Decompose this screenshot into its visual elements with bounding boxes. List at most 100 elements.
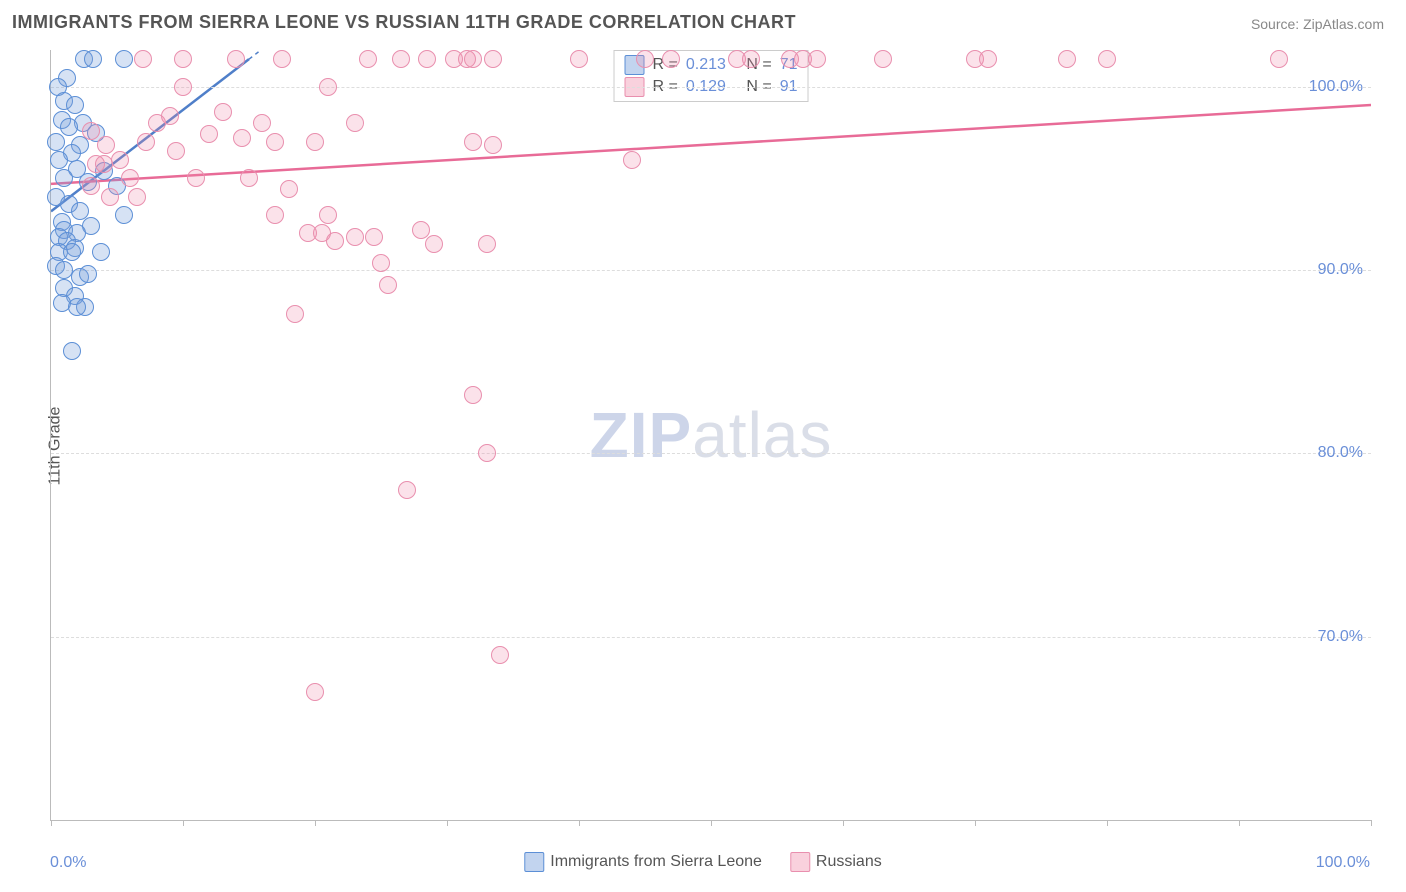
data-point: [464, 50, 482, 68]
data-point: [346, 114, 364, 132]
data-point: [253, 114, 271, 132]
data-point: [418, 50, 436, 68]
data-point: [478, 235, 496, 253]
data-point: [623, 151, 641, 169]
x-tick: [843, 820, 844, 826]
data-point: [47, 133, 65, 151]
data-point: [55, 169, 73, 187]
data-point: [128, 188, 146, 206]
legend-item: Russians: [790, 852, 882, 872]
data-point: [392, 50, 410, 68]
data-point: [412, 221, 430, 239]
x-tick: [975, 820, 976, 826]
data-point: [570, 50, 588, 68]
watermark: ZIPatlas: [590, 398, 833, 472]
data-point: [484, 50, 502, 68]
data-point: [111, 151, 129, 169]
data-point: [174, 50, 192, 68]
data-point: [115, 206, 133, 224]
data-point: [227, 50, 245, 68]
data-point: [60, 118, 78, 136]
data-point: [365, 228, 383, 246]
data-point: [346, 228, 364, 246]
data-point: [464, 133, 482, 151]
data-point: [273, 50, 291, 68]
x-tick: [447, 820, 448, 826]
data-point: [121, 169, 139, 187]
gridline: [51, 453, 1371, 454]
data-point: [280, 180, 298, 198]
data-point: [319, 78, 337, 96]
data-point: [84, 50, 102, 68]
gridline: [51, 270, 1371, 271]
data-point: [82, 177, 100, 195]
data-point: [306, 683, 324, 701]
x-tick: [711, 820, 712, 826]
data-point: [319, 206, 337, 224]
data-point: [379, 276, 397, 294]
x-tick: [183, 820, 184, 826]
data-point: [1058, 50, 1076, 68]
data-point: [66, 96, 84, 114]
data-point: [214, 103, 232, 121]
data-point: [874, 50, 892, 68]
x-tick: [315, 820, 316, 826]
data-point: [50, 151, 68, 169]
y-tick-label: 80.0%: [1318, 444, 1363, 462]
data-point: [82, 122, 100, 140]
legend-swatch-blue: [524, 852, 544, 872]
gridline: [51, 87, 1371, 88]
data-point: [266, 206, 284, 224]
legend-item: Immigrants from Sierra Leone: [524, 852, 762, 872]
data-point: [187, 169, 205, 187]
data-point: [266, 133, 284, 151]
data-point: [425, 235, 443, 253]
data-point: [79, 265, 97, 283]
data-point: [174, 78, 192, 96]
data-point: [63, 342, 81, 360]
y-tick-label: 100.0%: [1309, 78, 1363, 96]
data-point: [636, 50, 654, 68]
data-point: [92, 243, 110, 261]
data-point: [240, 169, 258, 187]
x-axis-max: 100.0%: [1316, 854, 1370, 872]
data-point: [742, 50, 760, 68]
source-label: Source: ZipAtlas.com: [1251, 16, 1384, 32]
data-point: [372, 254, 390, 272]
chart-title: IMMIGRANTS FROM SIERRA LEONE VS RUSSIAN …: [12, 12, 796, 33]
data-point: [68, 298, 86, 316]
data-point: [306, 133, 324, 151]
x-tick: [1371, 820, 1372, 826]
data-point: [1098, 50, 1116, 68]
data-point: [808, 50, 826, 68]
data-point: [115, 50, 133, 68]
data-point: [359, 50, 377, 68]
trend-lines: [51, 50, 1371, 820]
legend-swatch-pink: [790, 852, 810, 872]
data-point: [484, 136, 502, 154]
data-point: [134, 50, 152, 68]
x-tick: [51, 820, 52, 826]
data-point: [464, 386, 482, 404]
chart-container: IMMIGRANTS FROM SIERRA LEONE VS RUSSIAN …: [0, 0, 1406, 892]
data-point: [398, 481, 416, 499]
data-point: [101, 188, 119, 206]
data-point: [200, 125, 218, 143]
x-tick: [1107, 820, 1108, 826]
x-tick: [579, 820, 580, 826]
data-point: [326, 232, 344, 250]
plot-area: ZIPatlas R = 0.213 N = 71 R = 0.129 N = …: [50, 50, 1371, 821]
data-point: [233, 129, 251, 147]
legend-series: Immigrants from Sierra Leone Russians: [524, 852, 881, 872]
x-axis-min: 0.0%: [50, 854, 86, 872]
data-point: [286, 305, 304, 323]
x-tick: [1239, 820, 1240, 826]
y-tick-label: 90.0%: [1318, 261, 1363, 279]
data-point: [161, 107, 179, 125]
data-point: [167, 142, 185, 160]
y-tick-label: 70.0%: [1318, 628, 1363, 646]
data-point: [1270, 50, 1288, 68]
data-point: [63, 243, 81, 261]
data-point: [478, 444, 496, 462]
data-point: [97, 136, 115, 154]
